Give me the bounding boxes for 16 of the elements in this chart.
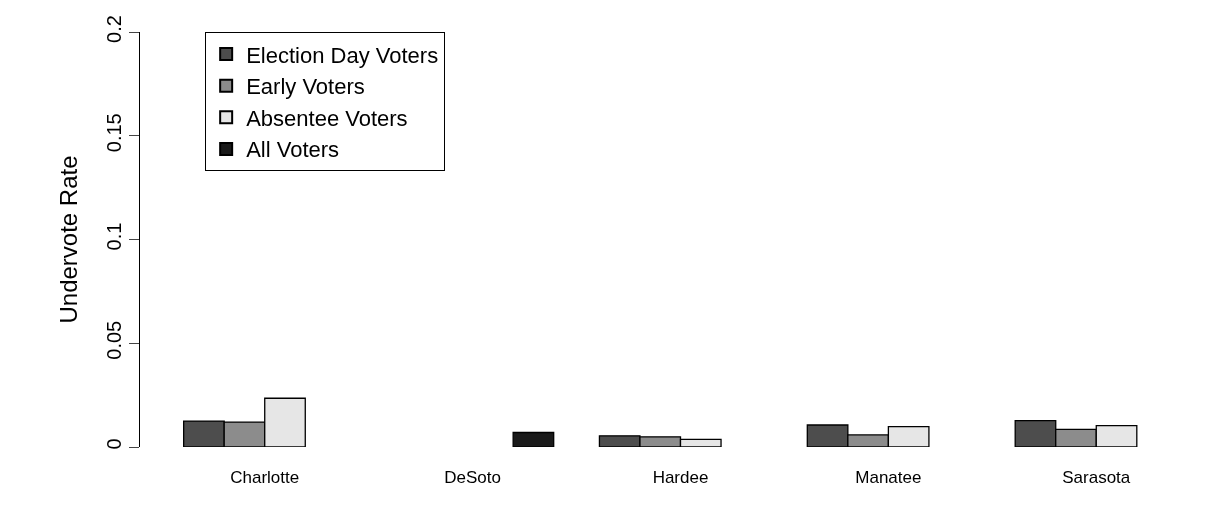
x-tick-label: Sarasota [1062, 468, 1131, 487]
legend-label: Early Voters [246, 74, 365, 100]
bar [512, 431, 555, 447]
y-tick-label: 0.1 [102, 222, 125, 251]
legend-label: All Voters [246, 137, 340, 163]
y-tick-label: 0.2 [102, 15, 125, 43]
legend-label: Election Day Voters [246, 42, 439, 68]
legend-label: Absentee Voters [246, 105, 408, 131]
y-tick-label: 0 [102, 438, 125, 450]
x-tick-label: DeSoto [444, 468, 501, 487]
x-tick-label: Charlotte [230, 468, 300, 487]
y-tick-label: 0.05 [102, 320, 125, 360]
y-tick-label: 0.15 [102, 113, 125, 153]
y-axis-title: Undervote Rate [54, 155, 82, 324]
x-tick-label: Manatee [855, 468, 922, 487]
x-tick-label: Hardee [652, 468, 709, 487]
